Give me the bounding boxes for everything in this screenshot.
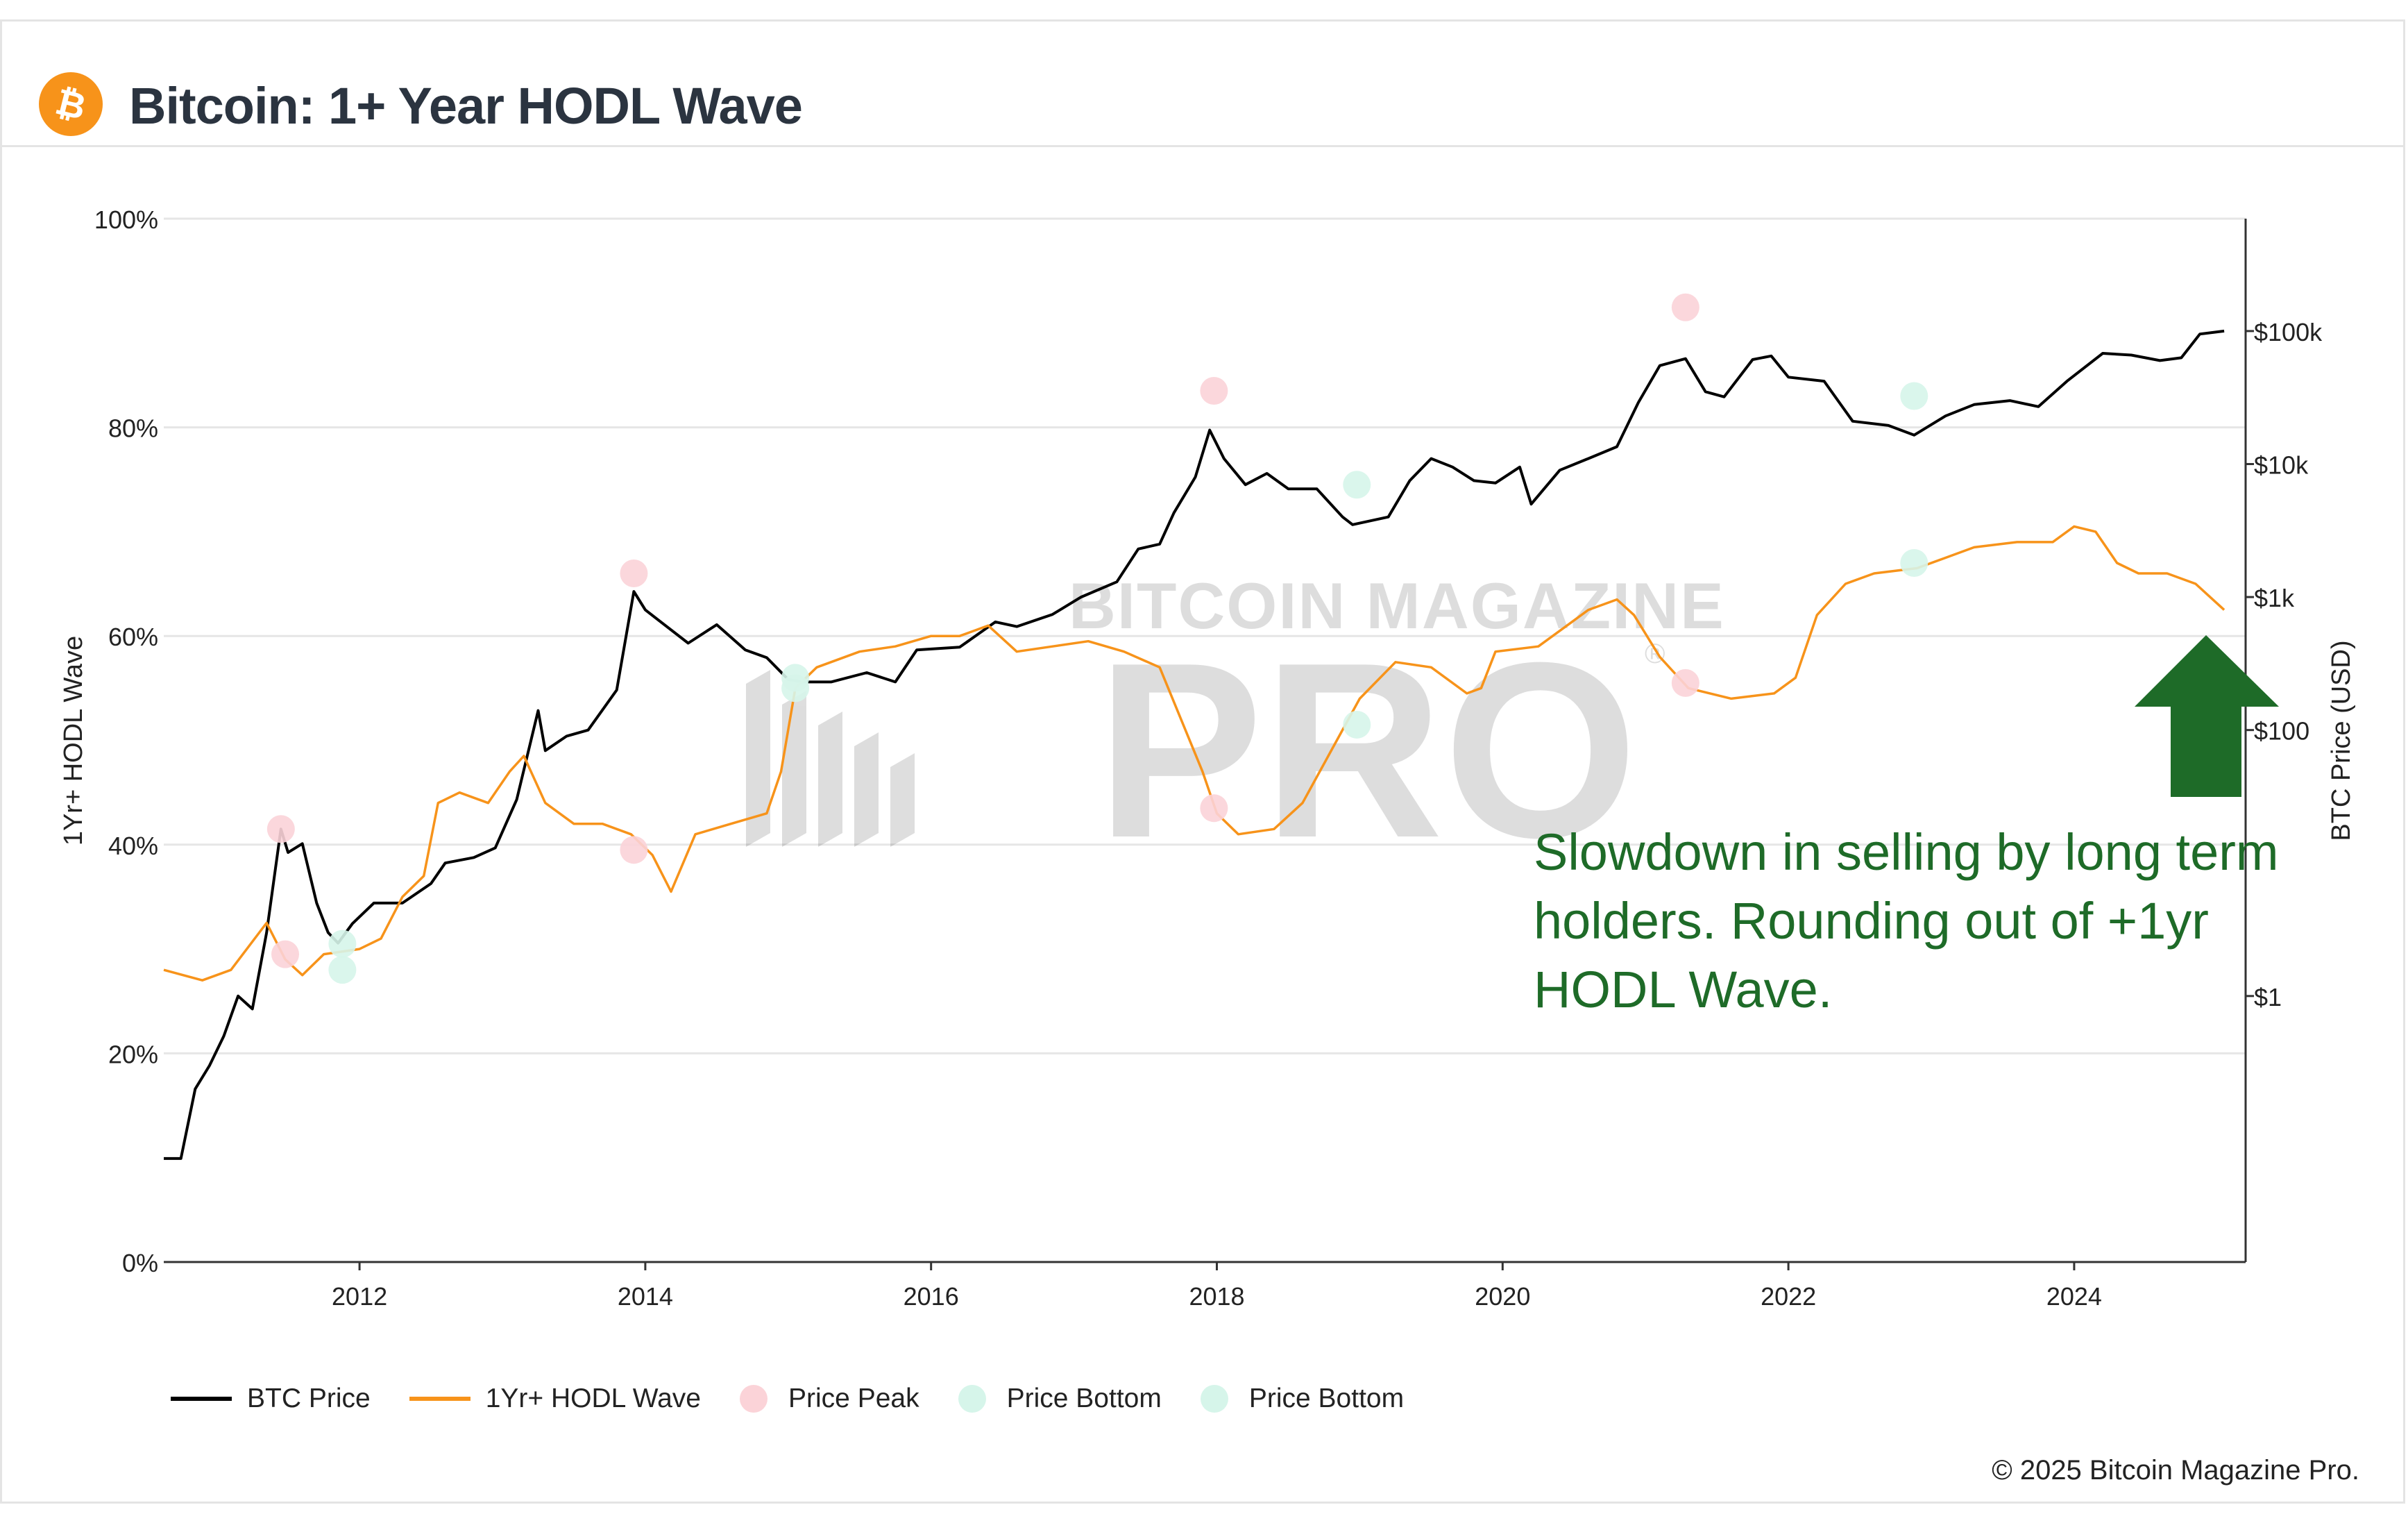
x-tick-label: 2020 (1475, 1282, 1530, 1311)
legend-label: Price Peak (788, 1383, 919, 1413)
legend-line-swatch (409, 1397, 470, 1401)
watermark-registered-mark: ® (1645, 639, 1665, 669)
legend-label: Price Bottom (1006, 1383, 1162, 1413)
legend-item[interactable]: Price Bottom (1200, 1383, 1405, 1414)
watermark-stripe (890, 753, 915, 847)
price-bottom-marker (328, 956, 357, 984)
series-line-hodl-wave (163, 525, 2225, 982)
price-peak-marker (1200, 794, 1228, 823)
y-left-tick-label: 40% (108, 832, 158, 860)
chart-header: ₿ Bitcoin: 1+ Year HODL Wave (0, 19, 2405, 147)
arrow-up-icon (2135, 635, 2279, 797)
price-peak-marker (1671, 668, 1699, 697)
price-bottom-marker (328, 930, 357, 958)
y-right-tick-label: $10k (2254, 451, 2309, 479)
price-bottom-marker (1343, 710, 1371, 739)
watermark-line1: BITCOIN MAGAZINE (1069, 569, 1725, 642)
annotation-text: Slowdown in selling by long term holders… (1534, 823, 2279, 1018)
x-tick-label: 2016 (904, 1282, 959, 1311)
price-bottom-marker (1343, 471, 1371, 499)
price-peak-marker (1200, 376, 1228, 405)
price-peak-marker (620, 836, 648, 864)
y-left-tick-label: 80% (108, 414, 158, 443)
watermark-stripe (854, 732, 879, 847)
page-title: Bitcoin: 1+ Year HODL Wave (129, 77, 803, 135)
legend-item[interactable]: BTC Price (171, 1383, 371, 1414)
legend-dot-swatch (1200, 1385, 1228, 1413)
bitcoin-logo-icon: ₿ (39, 72, 103, 136)
y-right-axis-title: BTC Price (USD) (2327, 640, 2356, 841)
watermark-logo-icon (746, 670, 915, 847)
x-tick-label: 2024 (2046, 1282, 2102, 1311)
legend-label: 1Yr+ HODL Wave (485, 1383, 701, 1413)
price-peak-marker (271, 940, 300, 968)
price-bottom-marker (1900, 382, 1928, 410)
legend-dot-swatch (740, 1385, 768, 1413)
watermark-stripe (746, 670, 770, 847)
chart-frame (0, 19, 2405, 1504)
legend-line-swatch (171, 1397, 232, 1401)
price-peak-marker (620, 560, 648, 588)
y-left-tick-label: 100% (94, 205, 158, 234)
price-bottom-marker (1900, 548, 1928, 577)
legend-item[interactable]: 1Yr+ HODL Wave (409, 1383, 701, 1414)
legend-label: BTC Price (247, 1383, 371, 1413)
x-tick-label: 2014 (618, 1282, 673, 1311)
legend-dot-swatch (958, 1385, 986, 1413)
y-right-tick-label: $1 (2254, 983, 2282, 1011)
y-right-tick-label: $100 (2254, 717, 2309, 746)
price-peak-marker (266, 815, 295, 843)
watermark-stripe (782, 691, 806, 847)
legend-label: Price Bottom (1248, 1383, 1405, 1413)
x-tick-label: 2018 (1189, 1282, 1244, 1311)
watermark-stripe (818, 712, 842, 847)
y-right-tick-label: $100k (2254, 318, 2323, 346)
price-peak-marker (1671, 293, 1699, 321)
copyright-text: © 2025 Bitcoin Magazine Pro. (1992, 1455, 2359, 1486)
y-left-tick-label: 20% (108, 1040, 158, 1068)
series-line-btc-price (164, 329, 2225, 1160)
x-tick-label: 2012 (332, 1282, 387, 1311)
y-right-tick-label: $1k (2254, 584, 2295, 612)
legend-item[interactable]: Price Peak (740, 1383, 919, 1414)
chart-legend: BTC Price 1Yr+ HODL Wave Price Peak Price B… (171, 1378, 1443, 1420)
y-left-axis-title: 1Yr+ HODL Wave (59, 636, 88, 846)
legend-item[interactable]: Price Bottom (958, 1383, 1162, 1414)
x-tick-label: 2022 (1761, 1282, 1816, 1311)
price-bottom-marker (781, 664, 810, 692)
y-left-tick-label: 0% (122, 1249, 158, 1277)
y-left-tick-label: 60% (108, 623, 158, 651)
watermark-line2: PRO (1096, 611, 1638, 890)
